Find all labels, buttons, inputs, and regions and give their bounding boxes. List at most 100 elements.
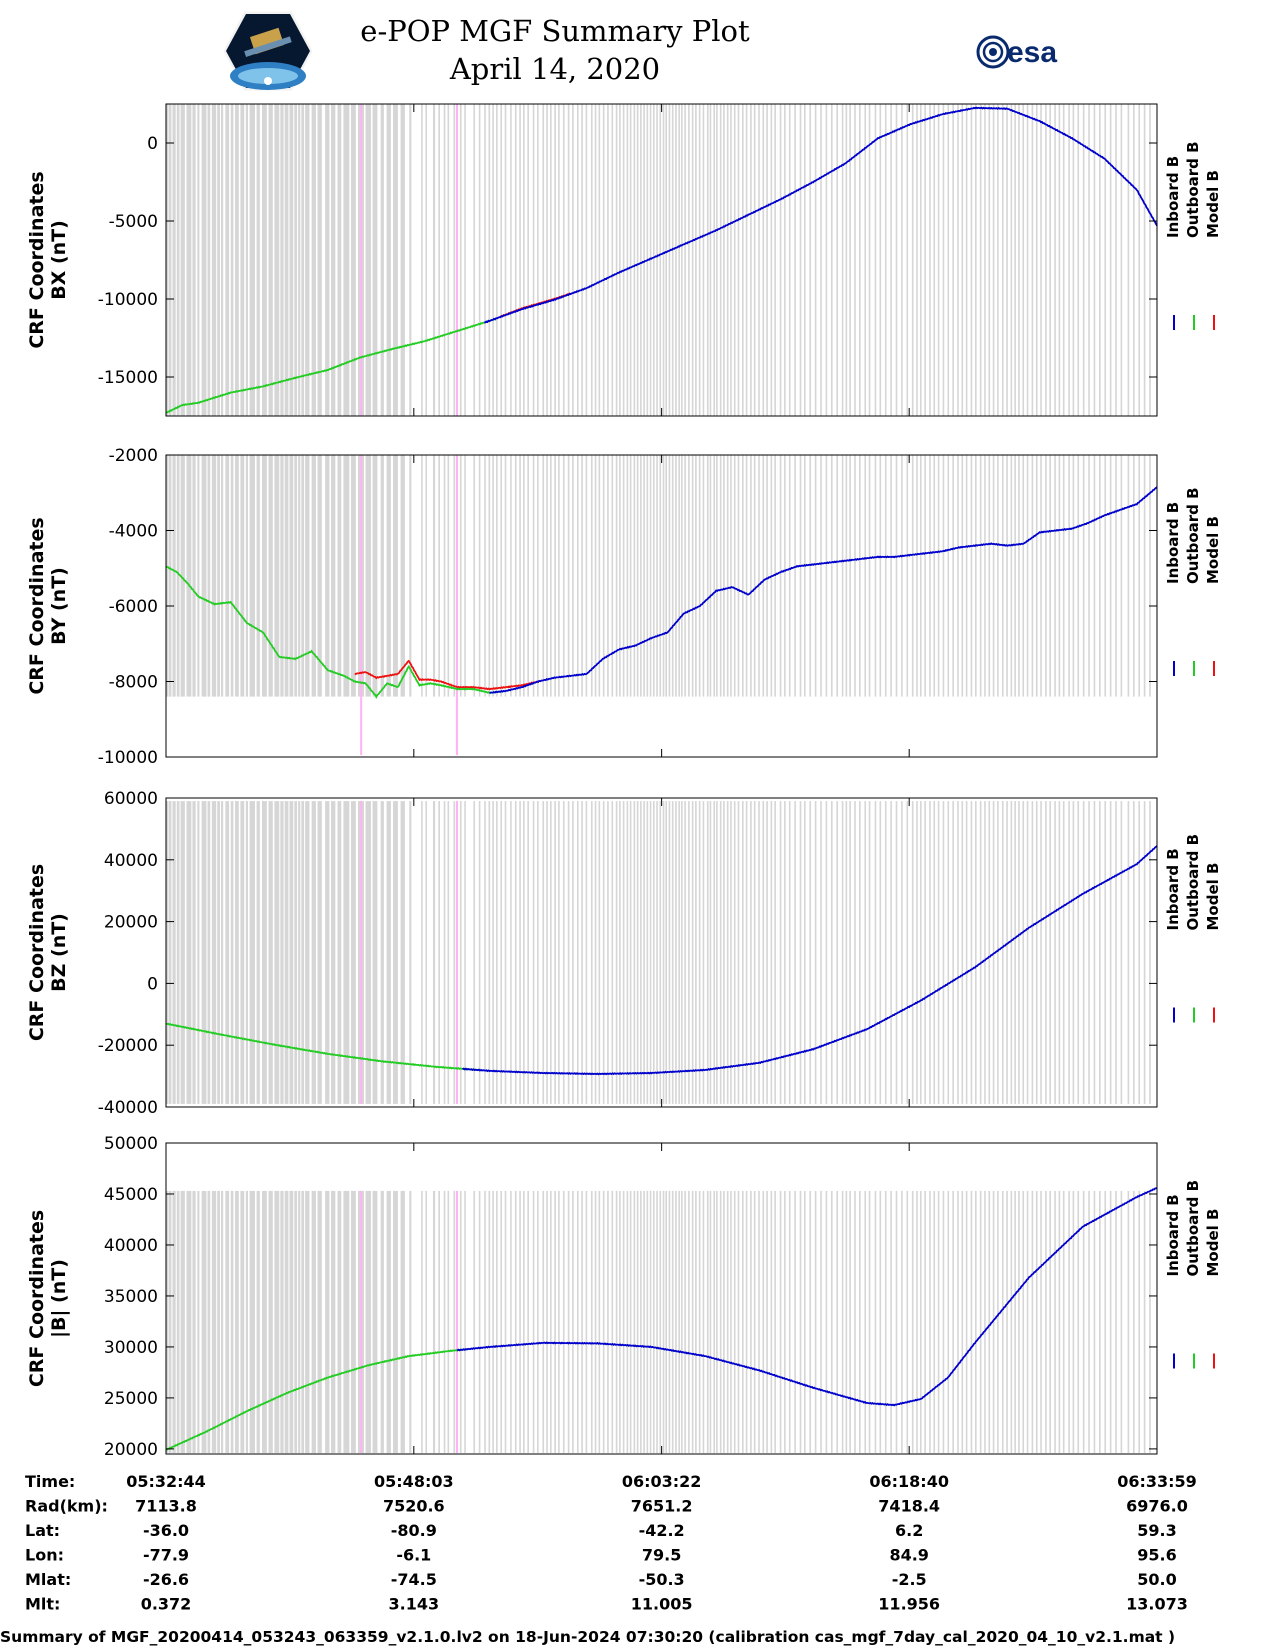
data-gap-band — [488, 801, 491, 1104]
pink-band — [360, 801, 363, 1104]
data-gap-band — [1104, 801, 1107, 1104]
data-gap-band — [500, 104, 502, 416]
data-gap-band — [554, 455, 556, 697]
data-gap-band — [794, 455, 796, 697]
data-gap-band — [1040, 1190, 1042, 1453]
data-gap-band — [1054, 104, 1056, 416]
data-gap-band — [343, 104, 350, 416]
data-gap-band — [453, 801, 456, 1104]
data-gap-band — [594, 455, 597, 697]
data-gap-band — [640, 104, 642, 416]
data-gap-band — [671, 104, 674, 416]
data-gap-band — [325, 801, 330, 1104]
data-gap-band — [997, 455, 999, 697]
data-gap-band — [952, 801, 954, 1104]
data-gap-band — [762, 455, 765, 697]
data-gap-band — [779, 455, 782, 697]
data-gap-band — [168, 801, 172, 1104]
data-gap-band — [1031, 1190, 1034, 1453]
data-gap-band — [230, 104, 234, 416]
data-gap-band — [365, 104, 371, 416]
data-gap-band — [473, 801, 476, 1104]
data-gap-band — [1133, 104, 1135, 416]
data-gap-band — [519, 801, 521, 1104]
data-gap-band — [678, 104, 680, 416]
data-gap-band — [929, 1190, 931, 1453]
data-gap-band — [532, 104, 535, 416]
ephemeris-row-label: Lat: — [25, 1521, 60, 1540]
data-gap-band — [1062, 104, 1065, 416]
legend-label: Model B — [1204, 863, 1222, 931]
data-gap-band — [984, 455, 986, 697]
legend-label: Model B — [1204, 516, 1222, 584]
data-gap-band — [1068, 104, 1070, 416]
data-gap-band — [386, 455, 391, 697]
data-gap-band — [1149, 801, 1151, 1104]
data-gap-band — [558, 801, 560, 1104]
data-gap-band — [1127, 455, 1130, 697]
data-gap-band — [758, 104, 760, 416]
data-gap-band — [207, 801, 211, 1104]
data-gap-band — [854, 104, 856, 416]
data-gap-band — [1010, 455, 1013, 697]
data-gap-band — [745, 1190, 748, 1453]
pink-band — [455, 801, 459, 1104]
data-gap-band — [845, 455, 848, 697]
data-gap-band — [916, 1190, 918, 1453]
data-gap-band — [1035, 801, 1038, 1104]
data-gap-band — [830, 801, 833, 1104]
data-gap-band — [594, 801, 597, 1104]
data-gap-band — [702, 455, 705, 697]
data-gap-band — [1138, 1190, 1141, 1453]
y-tick-label: 45000 — [104, 1185, 158, 1205]
data-gap-band — [895, 1190, 898, 1453]
data-gap-band — [562, 455, 565, 697]
data-gap-band — [607, 104, 609, 416]
data-gap-band — [992, 104, 995, 416]
data-gap-band — [1014, 801, 1016, 1104]
data-gap-band — [240, 455, 245, 697]
data-gap-band — [924, 455, 926, 697]
data-gap-band — [221, 801, 224, 1104]
data-gap-band — [380, 1190, 384, 1453]
ephemeris-value: 05:48:03 — [374, 1472, 454, 1491]
data-gap-band — [496, 1190, 498, 1453]
data-gap-band — [166, 1190, 169, 1453]
data-gap-band — [622, 104, 625, 416]
data-gap-band — [988, 455, 991, 697]
data-gap-band — [549, 801, 552, 1104]
data-gap-band — [615, 801, 618, 1104]
data-gap-band — [1045, 1190, 1047, 1453]
data-gap-band — [585, 1190, 588, 1453]
data-gap-band — [784, 801, 786, 1104]
data-gap-band — [1133, 1190, 1135, 1453]
ephemeris-value: -77.9 — [143, 1546, 189, 1565]
data-gap-band — [443, 801, 446, 1104]
data-gap-band — [504, 104, 507, 416]
data-gap-band — [741, 455, 744, 697]
data-gap-band — [284, 455, 289, 697]
data-gap-band — [733, 1190, 736, 1453]
data-gap-band — [172, 1190, 176, 1453]
ephemeris-value: 84.9 — [889, 1546, 928, 1565]
data-gap-band — [386, 1190, 391, 1453]
data-gap-band — [988, 801, 991, 1104]
series-line-inboard-b — [462, 845, 1158, 1076]
data-gap-band — [879, 801, 882, 1104]
data-gap-band — [874, 1190, 877, 1453]
data-gap-band — [459, 104, 462, 416]
y-axis-label-line-1: CRF Coordinates — [26, 171, 48, 348]
data-gap-band — [514, 1190, 517, 1453]
data-gap-band — [992, 455, 995, 697]
data-gap-band — [311, 455, 316, 697]
data-gap-band — [974, 1190, 977, 1453]
data-gap-band — [280, 104, 284, 416]
data-gap-band — [681, 1190, 683, 1453]
data-gap-band — [615, 455, 618, 697]
data-gap-band — [702, 801, 705, 1104]
data-gap-band — [1040, 801, 1042, 1104]
data-gap-band — [294, 801, 298, 1104]
y-tick-label: -5000 — [109, 212, 158, 232]
data-gap-band — [1138, 801, 1141, 1104]
data-gap-band — [809, 455, 812, 697]
